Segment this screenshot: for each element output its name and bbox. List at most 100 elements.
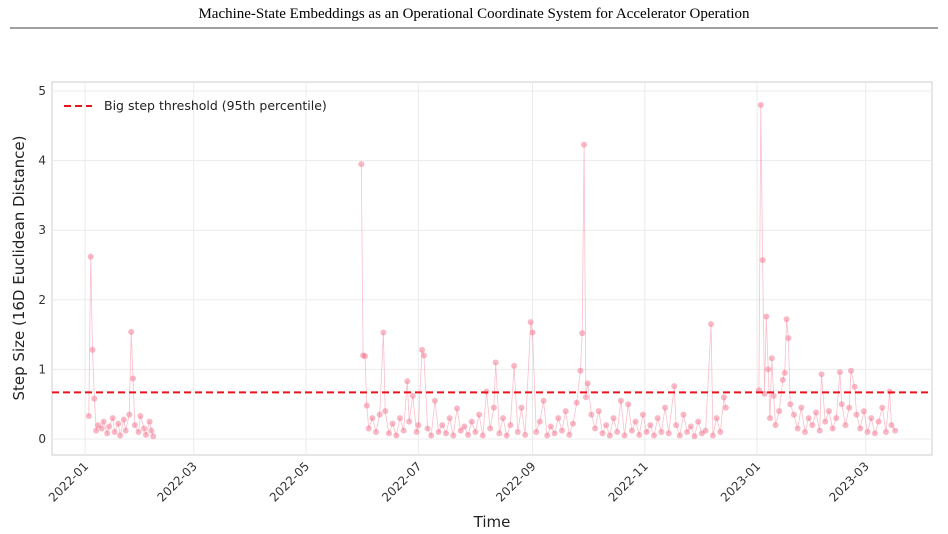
point bbox=[442, 430, 449, 437]
point bbox=[805, 415, 812, 422]
point bbox=[765, 366, 772, 373]
point bbox=[875, 418, 882, 425]
point bbox=[117, 432, 124, 439]
point bbox=[702, 427, 709, 434]
point bbox=[522, 431, 529, 438]
point bbox=[465, 431, 472, 438]
point bbox=[599, 430, 606, 437]
point bbox=[404, 378, 411, 385]
point bbox=[647, 422, 654, 429]
point bbox=[798, 404, 805, 411]
x-tick-label: 2022-07 bbox=[379, 459, 424, 504]
point bbox=[643, 429, 650, 436]
point bbox=[860, 408, 867, 415]
point bbox=[680, 411, 687, 418]
point bbox=[566, 431, 573, 438]
point bbox=[790, 411, 797, 418]
point bbox=[846, 404, 853, 411]
point bbox=[111, 429, 118, 436]
point bbox=[148, 427, 155, 434]
point bbox=[413, 429, 420, 436]
point bbox=[695, 418, 702, 425]
point bbox=[691, 433, 698, 440]
point bbox=[89, 346, 96, 353]
point bbox=[722, 404, 729, 411]
point bbox=[709, 432, 716, 439]
point bbox=[93, 427, 100, 434]
point bbox=[651, 432, 658, 439]
point bbox=[109, 415, 116, 422]
point bbox=[396, 415, 403, 422]
plot-frame bbox=[51, 81, 933, 456]
point bbox=[98, 425, 105, 432]
point bbox=[713, 415, 720, 422]
point bbox=[720, 394, 727, 401]
point bbox=[853, 411, 860, 418]
point bbox=[584, 380, 591, 387]
point bbox=[658, 429, 665, 436]
point bbox=[439, 422, 446, 429]
point bbox=[879, 404, 886, 411]
point bbox=[770, 392, 777, 399]
point bbox=[864, 429, 871, 436]
x-tick-label: 2022-09 bbox=[493, 459, 538, 504]
x-tick-label: 2023-01 bbox=[718, 459, 763, 504]
point bbox=[461, 423, 468, 430]
y-tick-label: 3 bbox=[38, 223, 46, 237]
point bbox=[654, 415, 661, 422]
point bbox=[547, 423, 554, 430]
point bbox=[130, 375, 137, 382]
point bbox=[868, 415, 875, 422]
point bbox=[358, 161, 365, 168]
point bbox=[766, 415, 773, 422]
point bbox=[115, 420, 122, 427]
point bbox=[142, 431, 149, 438]
point bbox=[687, 423, 694, 430]
x-tick-label: 2022-01 bbox=[46, 459, 91, 504]
point bbox=[472, 429, 479, 436]
point bbox=[141, 425, 148, 432]
y-tick-label: 4 bbox=[38, 154, 46, 168]
point bbox=[514, 429, 521, 436]
point bbox=[717, 429, 724, 436]
point bbox=[361, 353, 368, 360]
point bbox=[496, 430, 503, 437]
point bbox=[822, 418, 829, 425]
point bbox=[380, 329, 387, 336]
point bbox=[431, 397, 438, 404]
point bbox=[757, 101, 764, 108]
point bbox=[779, 376, 786, 383]
point bbox=[435, 429, 442, 436]
point bbox=[816, 427, 823, 434]
point bbox=[833, 415, 840, 422]
point bbox=[562, 408, 569, 415]
point bbox=[365, 425, 372, 432]
point bbox=[428, 432, 435, 439]
point bbox=[829, 425, 836, 432]
point bbox=[135, 429, 142, 436]
point bbox=[100, 418, 107, 425]
point bbox=[573, 399, 580, 406]
point bbox=[882, 429, 889, 436]
point bbox=[558, 427, 565, 434]
point bbox=[892, 427, 899, 434]
point bbox=[533, 429, 540, 436]
y-tick-label: 5 bbox=[38, 84, 46, 98]
point bbox=[406, 418, 413, 425]
point bbox=[476, 411, 483, 418]
point bbox=[540, 397, 547, 404]
x-tick-label: 2022-03 bbox=[155, 459, 200, 504]
point bbox=[490, 404, 497, 411]
point bbox=[794, 425, 801, 432]
point bbox=[818, 371, 825, 378]
point bbox=[409, 392, 416, 399]
point bbox=[527, 319, 534, 326]
point bbox=[487, 425, 494, 432]
point bbox=[373, 429, 380, 436]
point bbox=[146, 418, 153, 425]
point bbox=[632, 418, 639, 425]
point bbox=[577, 367, 584, 374]
y-axis-label: Step Size (16D Euclidean Distance) bbox=[10, 136, 28, 401]
point bbox=[621, 432, 628, 439]
